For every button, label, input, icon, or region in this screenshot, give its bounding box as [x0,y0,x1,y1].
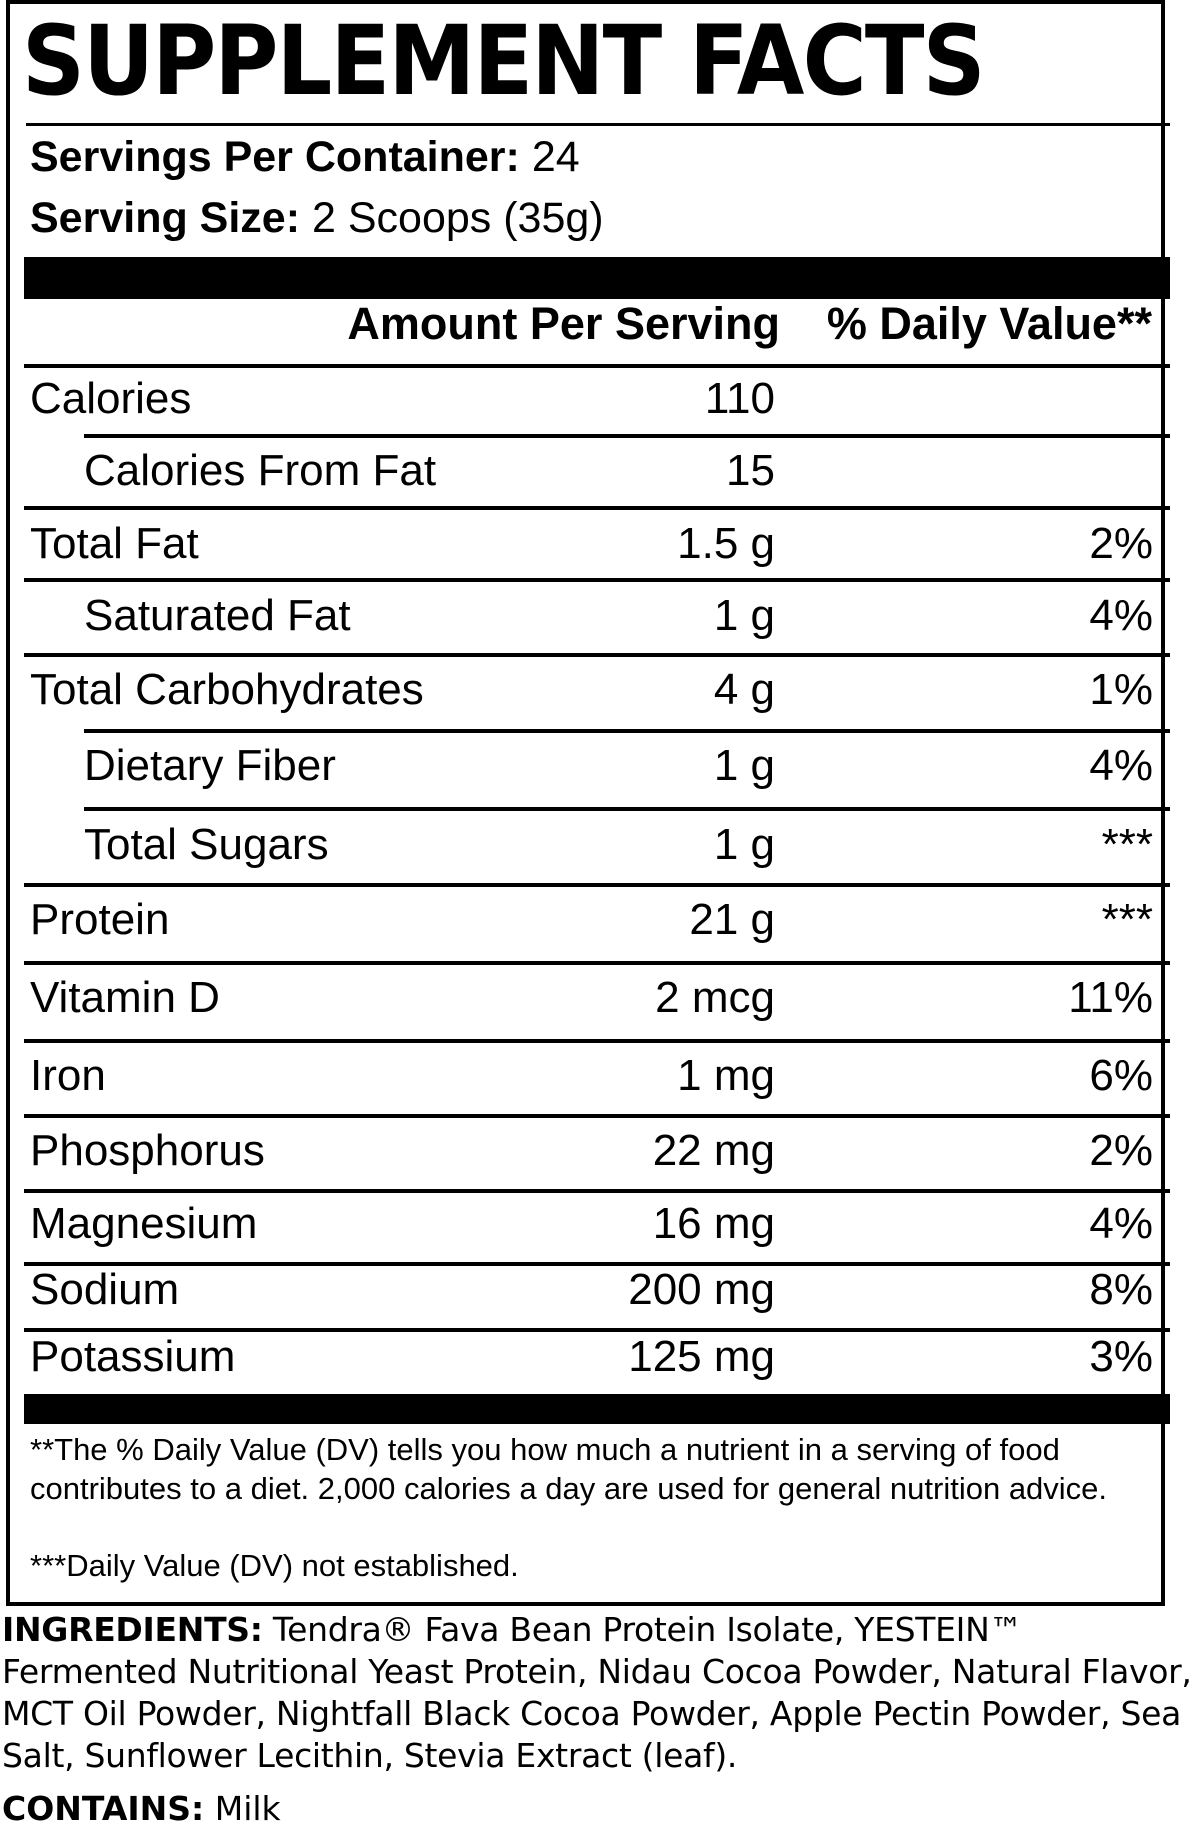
serving-size-label: Serving Size: [30,194,301,242]
nutrient-row: Potassium 125 mg 3% [0,1327,1200,1387]
nutrient-daily-value: 2% [1089,1126,1153,1175]
nutrient-daily-value: 6% [1089,1051,1153,1100]
nutrient-amount: 16 mg [652,1199,775,1248]
row-divider [84,434,1170,438]
serving-size-value: 2 Scoops (35g) [311,194,604,242]
row-divider [24,578,1170,582]
nutrient-daily-value: 3% [1089,1332,1153,1381]
nutrient-daily-value: 4% [1089,1199,1153,1248]
nutrient-row: Vitamin D 2 mcg 11% [0,968,1200,1028]
nutrient-name: Phosphorus [30,1126,265,1175]
nutrient-daily-value: *** [1101,895,1153,944]
nutrient-row: Calories 110 [0,369,1200,429]
row-divider [24,961,1170,965]
nutrient-name: Protein [30,895,170,944]
nutrient-row: Protein 21 g *** [0,890,1200,950]
nutrient-name: Calories [30,374,192,423]
thick-bar-top [24,257,1170,299]
nutrient-amount: 22 mg [652,1126,775,1175]
ingredients: INGREDIENTS: Tendra® Fava Bean Protein I… [2,1609,1197,1777]
ingredients-label: INGREDIENTS: [2,1610,263,1649]
contains: CONTAINS: Milk [2,1788,281,1830]
nutrient-amount: 21 g [689,895,775,944]
footnote-daily-value: **The % Daily Value (DV) tells you how m… [30,1432,1108,1506]
nutrient-amount: 1 g [713,820,775,869]
servings-per-container: Servings Per Container: 24 [30,131,580,183]
divider [24,364,1170,368]
nutrient-amount: 200 mg [628,1265,775,1314]
nutrient-name: Vitamin D [30,973,220,1022]
row-divider [24,1039,1170,1043]
contains-label: CONTAINS: [2,1789,205,1828]
nutrient-name: Iron [30,1051,106,1100]
nutrient-amount: 1 mg [677,1051,775,1100]
nutrient-daily-value: 2% [1089,519,1153,568]
daily-value-header: % Daily Value** [826,298,1152,349]
nutrient-amount: 1 g [713,741,775,790]
nutrient-amount: 1.5 g [677,519,775,568]
thick-bar-bottom [24,1394,1170,1424]
nutrient-name: Total Sugars [84,820,329,869]
nutrient-row: Total Sugars 1 g *** [0,815,1200,875]
nutrient-row: Dietary Fiber 1 g 4% [0,736,1200,796]
nutrient-name: Total Carbohydrates [30,665,424,714]
row-divider [24,1189,1170,1193]
divider [26,123,1170,126]
nutrient-amount: 4 g [713,665,775,714]
amount-per-serving-header: Amount Per Serving [347,298,780,349]
row-divider [24,1114,1170,1118]
nutrient-amount: 125 mg [628,1332,775,1381]
nutrient-name: Potassium [30,1332,236,1381]
label-title: SUPPLEMENT FACTS [22,5,986,117]
footnote-not-established: ***Daily Value (DV) not established. [30,1548,519,1583]
nutrient-daily-value: 1% [1089,665,1153,714]
row-divider [24,1328,1170,1332]
nutrient-name: Saturated Fat [84,591,351,640]
nutrient-daily-value: 8% [1089,1265,1153,1314]
serving-size: Serving Size: 2 Scoops (35g) [30,192,604,244]
contains-text: Milk [204,1789,281,1828]
nutrient-row: Phosphorus 22 mg 2% [0,1121,1200,1181]
nutrient-row: Iron 1 mg 6% [0,1046,1200,1106]
nutrient-row: Calories From Fat 15 [0,441,1200,501]
row-divider [24,653,1170,657]
servings-per-container-value: 24 [531,133,580,181]
nutrient-row: Total Carbohydrates 4 g 1% [0,660,1200,720]
nutrient-name: Magnesium [30,1199,258,1248]
nutrient-row: Saturated Fat 1 g 4% [0,586,1200,646]
nutrient-daily-value: 4% [1089,591,1153,640]
nutrient-name: Dietary Fiber [84,741,336,790]
nutrient-row: Total Fat 1.5 g 2% [0,514,1200,574]
row-divider [84,729,1170,733]
nutrient-name: Calories From Fat [84,446,437,495]
nutrient-name: Sodium [30,1265,180,1314]
row-divider [24,883,1170,887]
nutrient-row: Sodium 200 mg 8% [0,1260,1200,1320]
nutrient-daily-value: 11% [1068,973,1153,1022]
nutrient-daily-value: 4% [1089,741,1153,790]
supplement-facts-panel [6,0,1165,1606]
nutrient-amount: 110 [704,374,775,423]
ingredients-text: Tendra® Fava Bean Protein Isolate, YESTE… [2,1610,1192,1775]
nutrient-name: Total Fat [30,519,199,568]
row-divider [24,506,1170,510]
nutrient-row: Magnesium 16 mg 4% [0,1194,1200,1254]
row-divider [24,1262,1170,1266]
nutrient-amount: 2 mcg [655,973,775,1022]
nutrient-daily-value: *** [1101,820,1153,869]
row-divider [84,807,1170,811]
nutrient-amount: 1 g [713,591,775,640]
nutrient-amount: 15 [726,446,775,495]
servings-per-container-label: Servings Per Container: [30,133,520,181]
